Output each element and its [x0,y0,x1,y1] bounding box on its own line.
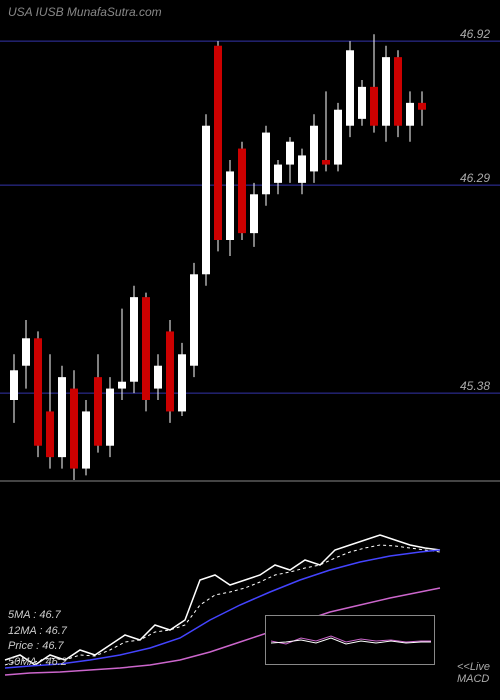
ma5-label: 5MA : 46.7 [8,608,67,623]
svg-text:45.38: 45.38 [460,379,490,393]
price-chart: 46.92 46.29 45.38 [0,0,500,480]
price-label: Price : 46.7 [8,639,67,654]
svg-text:46.92: 46.92 [460,27,490,41]
ma-labels: 5MA : 46.7 12MA : 46.7 Price : 46.7 50MA… [8,608,67,670]
ma12-label: 12MA : 46.7 [8,624,67,639]
chart-container: USA IUSB MunafaSutra.com 46.9246.2945.38… [0,0,500,700]
macd-live-label: <<LiveMACD [457,661,490,685]
ma50-label: 50MA : 46.2 [8,655,67,670]
macd-inset [265,615,435,665]
svg-text:46.29: 46.29 [460,171,490,185]
indicator-chart: 5MA : 46.7 12MA : 46.7 Price : 46.7 50MA… [0,480,500,700]
